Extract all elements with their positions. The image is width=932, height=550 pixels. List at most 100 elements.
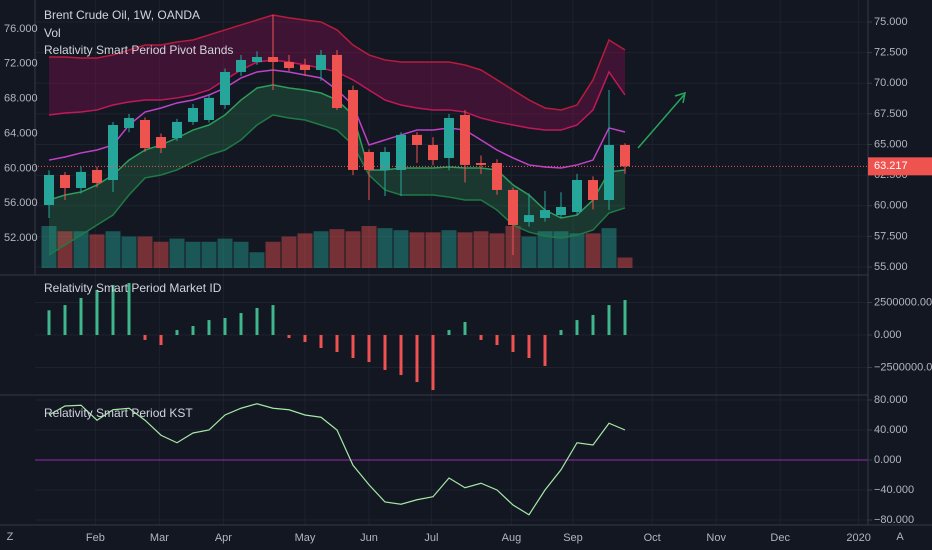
histogram-bar — [127, 283, 131, 335]
candle-body — [476, 162, 486, 165]
candle-body — [268, 57, 278, 63]
candle-body — [444, 118, 454, 158]
histogram-bar — [255, 307, 259, 335]
candle-body — [204, 97, 214, 120]
histogram-bar — [223, 317, 227, 335]
candle-body — [252, 57, 262, 63]
candle-body — [300, 64, 310, 70]
candle-body — [492, 162, 502, 190]
candle-body — [412, 134, 422, 145]
histogram-bar — [415, 334, 419, 383]
candle-body — [188, 107, 198, 122]
candle-body — [124, 118, 134, 128]
volume-bar — [153, 241, 169, 268]
x-tick-label: Jul — [424, 532, 438, 544]
candle-body — [44, 175, 54, 206]
x-tick-label: May — [295, 532, 316, 544]
indicator-label: Relativity Smart Period Pivot Bands — [44, 43, 233, 57]
volume-bar — [121, 236, 137, 268]
candle-body — [156, 137, 166, 149]
y-tick-label: 0.000 — [874, 329, 902, 341]
volume-bar — [313, 231, 329, 268]
volume-bar — [297, 233, 313, 268]
y-tick-label: −2500000.000 — [874, 361, 932, 373]
histogram-bar — [95, 290, 99, 335]
histogram-bar — [303, 334, 307, 343]
volume-bar — [185, 241, 201, 268]
volume-bar — [73, 231, 89, 268]
histogram-bar — [447, 330, 451, 335]
candle-body — [540, 210, 550, 219]
volume-bar — [201, 241, 217, 268]
y2-tick-label: 56.000 — [4, 197, 38, 209]
volume-bar — [233, 241, 249, 268]
band-line — [48, 114, 626, 256]
candle-body — [556, 206, 566, 216]
volume-bar — [617, 257, 633, 268]
candle-body — [380, 151, 390, 170]
y2-tick-label: 76.000 — [4, 23, 38, 35]
y2-tick-label: 68.000 — [4, 93, 38, 105]
volume-bar — [473, 231, 489, 268]
histogram-bar — [239, 313, 243, 335]
candle-body — [316, 54, 326, 70]
candle-body — [508, 189, 518, 225]
candle-body — [236, 59, 246, 72]
x-tick-label: 2020 — [846, 532, 870, 544]
plot — [35, 14, 868, 516]
volume-bar — [521, 236, 537, 268]
ui-button[interactable]: Z — [7, 531, 14, 543]
histogram-bar — [431, 334, 435, 390]
volume-bar — [217, 238, 233, 268]
volume-bar — [105, 231, 121, 268]
y2-tick-label: 52.000 — [4, 232, 38, 244]
volume-bar — [265, 241, 281, 268]
ui-button[interactable]: A — [896, 531, 904, 543]
y-tick-label: 0.000 — [874, 454, 902, 466]
x-tick-label: Mar — [150, 532, 169, 544]
candle-body — [108, 125, 118, 181]
volume-bar — [489, 233, 505, 268]
histogram-bar — [335, 334, 339, 353]
x-tick-label: Sep — [563, 532, 583, 544]
volume-bar — [457, 232, 473, 268]
histogram-bar — [63, 305, 67, 335]
candle-body — [332, 54, 342, 108]
candle-body — [364, 151, 374, 170]
y-tick-label: 67.500 — [874, 108, 908, 120]
chart-title: Brent Crude Oil, 1W, OANDA — [44, 8, 200, 22]
y-tick-label: 65.000 — [874, 138, 908, 150]
y-tick-label: 75.000 — [874, 16, 908, 28]
volume-bar — [89, 234, 105, 268]
histogram-bar — [319, 334, 323, 348]
volume-bar — [329, 229, 345, 268]
histogram-bar — [175, 330, 179, 335]
volume-bar — [345, 231, 361, 268]
candle-body — [396, 134, 406, 170]
volume-bar — [425, 232, 441, 268]
arrow-head — [674, 91, 686, 104]
y-tick-label: 70.000 — [874, 77, 908, 89]
candle-body — [604, 144, 614, 200]
histogram-bar — [47, 310, 51, 335]
y-tick-label: 40.000 — [874, 424, 908, 436]
histogram-bar — [511, 334, 515, 353]
histogram-bar — [495, 334, 499, 346]
candle-body — [76, 171, 86, 188]
y2-tick-label: 64.000 — [4, 127, 38, 139]
candle-body — [172, 121, 182, 138]
histogram-bar — [287, 334, 291, 338]
x-tick-label: Nov — [706, 532, 726, 544]
histogram-bar — [479, 334, 483, 340]
candle-body — [620, 144, 630, 167]
histogram-bar — [575, 320, 579, 335]
histogram-bar — [271, 305, 275, 335]
candle-body — [524, 215, 534, 223]
volume-label: Vol — [44, 26, 61, 40]
volume-bar — [441, 230, 457, 268]
y-tick-label: 57.500 — [874, 230, 908, 242]
histogram-bar — [399, 334, 403, 376]
panel-title: Relativity Smart Period KST — [44, 406, 193, 420]
